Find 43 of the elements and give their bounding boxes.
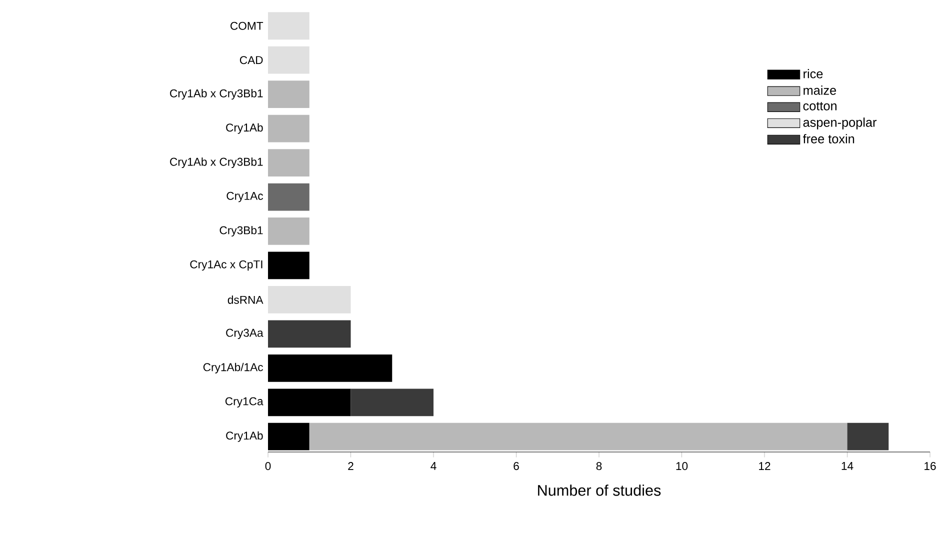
x-tick-label: 16	[924, 462, 936, 470]
y-tick-label: Cry1Ac	[226, 192, 263, 202]
x-tick-label: 2	[348, 462, 354, 470]
y-tick-label: Cry1Ab/1Ac	[203, 362, 263, 374]
x-tick-label: 4	[430, 462, 436, 470]
legend-label: cotton	[803, 102, 836, 110]
y-tick-label: COMT	[230, 22, 264, 30]
bar	[268, 320, 351, 348]
y-tick-label: Cry1Ca	[225, 397, 264, 408]
bar	[309, 422, 848, 450]
y-tick-label: Cry3Bb1	[220, 226, 263, 237]
bar	[268, 114, 310, 142]
y-tick-label: Cry1Ab	[226, 431, 263, 442]
x-axis-title: Number of studies	[538, 484, 661, 496]
y-tick-label: Cry3Aa	[226, 328, 264, 340]
y-tick-label: Cry1Ac x CpTI	[190, 260, 262, 271]
bar	[847, 422, 889, 450]
bar	[268, 149, 310, 176]
x-tick-label: 6	[514, 462, 519, 470]
bar	[350, 388, 434, 416]
bar	[268, 286, 351, 314]
bar	[268, 388, 351, 416]
bar	[268, 80, 310, 108]
legend-label: rice	[804, 69, 823, 78]
legend-label: maize	[804, 86, 836, 95]
bar	[268, 46, 310, 74]
bar	[268, 12, 310, 40]
x-tick-label: 12	[759, 462, 770, 470]
bar	[268, 183, 310, 211]
y-tick-label: Cry1Ab	[226, 123, 263, 134]
y-tick-label: CAD	[240, 56, 263, 64]
y-tick-label: Cry1Ab x Cry3Bb1	[170, 89, 263, 100]
bar	[268, 252, 310, 280]
legend-label: aspen-poplar	[803, 118, 877, 130]
bar	[268, 354, 392, 382]
x-tick-label: 14	[842, 462, 854, 470]
y-tick-label: dsRNA	[228, 296, 264, 304]
legend-label: free toxin	[802, 134, 854, 144]
y-tick-label: Cry1Ab x Cry3Bb1	[170, 157, 263, 168]
x-tick-label: 10	[676, 462, 688, 470]
x-tick-label: 8	[596, 462, 602, 470]
x-tick-label: 0	[265, 462, 271, 470]
bar	[268, 218, 310, 245]
